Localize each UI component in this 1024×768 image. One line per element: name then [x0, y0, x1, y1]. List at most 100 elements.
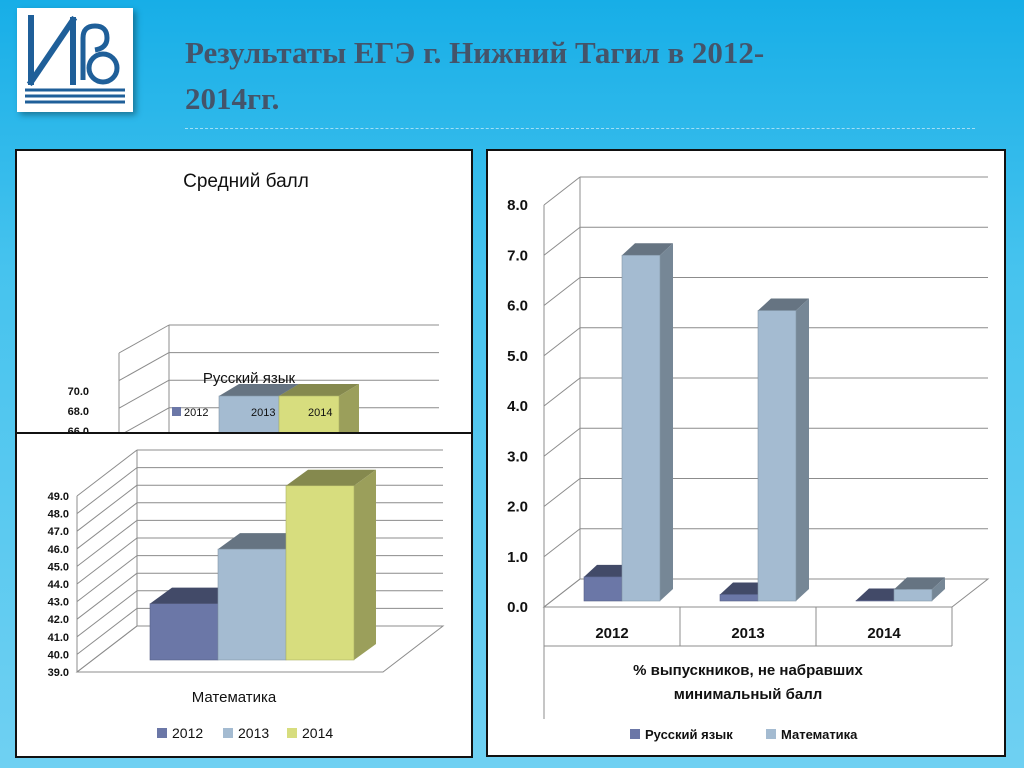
gridline-side: [76, 520, 138, 567]
gridline-side: [543, 226, 581, 256]
y-tick-label: 66.0: [68, 426, 89, 434]
y-tick-label: 46.0: [48, 544, 69, 556]
bar-Русский язык-2012: [583, 576, 623, 602]
chart-title-percent-line-1: % выпускников, не набравших: [633, 662, 863, 679]
bar-math-2014: [285, 485, 355, 661]
y-tick-label: 8.0: [507, 197, 528, 214]
chart-percent: 0.0 1.0 2.0 3.0 4.0 5.0 6.0 7.0 8.0 2012 2013 2014%…: [507, 176, 990, 742]
bar-Математика-2012-top: [622, 243, 673, 256]
bar-Математика-2012-side: [660, 243, 673, 601]
divider: [185, 128, 975, 129]
legend-swatch-Русский язык: [630, 729, 640, 739]
gridline-side: [76, 572, 138, 620]
page-title-line-1: Результаты ЕГЭ г. Нижний Тагил в 2012-: [185, 35, 765, 70]
y-tick-label: 44.0: [48, 579, 69, 591]
gridline-side: [118, 324, 170, 354]
bar-math-2014-top: [286, 469, 376, 486]
bar-russian-2013: [218, 395, 280, 432]
y-tick-label: 42.0: [48, 614, 69, 626]
bar-Математика-2013: [757, 310, 797, 602]
gridline-side: [543, 377, 581, 407]
y-tick-label: 39.0: [48, 667, 69, 679]
logo-icon: [25, 15, 125, 104]
bar-russian-2014-side: [339, 384, 359, 432]
y-tick-label: 6.0: [507, 298, 528, 315]
bar-math-2013: [217, 548, 287, 661]
y-tick-label: 0.0: [507, 599, 528, 616]
gridline-side: [543, 427, 581, 457]
bar-Математика-2014-top: [894, 577, 945, 590]
y-tick-label: 47.0: [48, 526, 69, 538]
y-tick-label: 2.0: [507, 499, 528, 516]
bar-Русский язык-2013: [719, 594, 759, 602]
chart-title-percent-line-2: минимальный балл: [674, 686, 823, 703]
legend-swatch-2012: [172, 407, 181, 416]
y-tick-label: 70.0: [68, 386, 89, 398]
legend-swatch-2012: [157, 728, 167, 738]
x-category-label: Математика: [192, 689, 277, 706]
legend-swatch-2014: [287, 728, 297, 738]
x-category-label: Русский язык: [203, 370, 296, 387]
chart-russian: Средний балл60.062.064.066.068.070.0Русс…: [68, 171, 439, 434]
y-tick-label: 4.0: [507, 398, 528, 415]
chart-title-russian: Средний балл: [183, 171, 309, 192]
gridline-side: [543, 478, 581, 507]
bar-Русский язык-2014: [855, 600, 895, 602]
page-title: Результаты ЕГЭ г. Нижний Тагил в 2012- 2…: [185, 30, 945, 122]
legend-label: 2014: [302, 725, 333, 741]
legend-label: 2014: [308, 407, 332, 419]
gridline-side: [124, 407, 170, 432]
floor: [75, 625, 445, 673]
chart-panel-russian: Средний балл60.062.064.066.068.070.0Русс…: [15, 149, 473, 434]
gridline-side: [76, 608, 138, 655]
legend-label: 2012: [172, 725, 203, 741]
y-tick-label: 68.0: [68, 406, 89, 418]
gridline-side: [76, 537, 138, 585]
gridline-side: [543, 176, 581, 206]
gridline-side: [76, 484, 138, 532]
legend-label: Русский язык: [645, 727, 733, 742]
legend-swatch-2013: [239, 407, 248, 416]
gridline-side: [543, 327, 581, 357]
legend-swatch-Математика: [766, 729, 776, 739]
chart-panel-percent: 0.0 1.0 2.0 3.0 4.0 5.0 6.0 7.0 8.0 2012 2013 2014%…: [486, 149, 1006, 757]
bar-math-2013-top: [218, 533, 308, 550]
gridline-side: [118, 379, 170, 409]
bar-russian-2014: [278, 395, 340, 432]
bar-Математика-2013-top: [758, 298, 809, 311]
bar-Математика-2013-side: [796, 298, 809, 601]
gridline-side: [76, 555, 138, 602]
logo: [17, 8, 133, 112]
gridline-side: [76, 449, 138, 497]
y-tick-label: 3.0: [507, 448, 528, 465]
chart-math: 39.0 40.0 41.0 42.0 43.0 44.0 45.0 46.0 47.0 48.0…: [48, 449, 445, 741]
bar-Математика-2014: [893, 589, 933, 602]
legend-label: 2013: [251, 407, 275, 419]
category-label: 2014: [867, 625, 901, 642]
page-title-line-2: 2014гг.: [185, 81, 280, 116]
legend-label: 2012: [184, 407, 208, 419]
bar-russian-2013-top: [219, 384, 299, 396]
gridline-side: [76, 467, 138, 514]
category-label: 2012: [595, 625, 628, 642]
legend-swatch-2014: [296, 407, 305, 416]
y-tick-label: 1.0: [507, 549, 528, 566]
legend-swatch-2013: [223, 728, 233, 738]
bar-math-2012-top: [150, 587, 240, 604]
bar-Математика-2014-side: [932, 577, 945, 601]
gridline-side: [118, 352, 170, 382]
legend-label: Математика: [781, 727, 858, 742]
y-tick-label: 49.0: [48, 491, 69, 503]
y-tick-label: 48.0: [48, 509, 69, 521]
bar-Математика-2012: [621, 254, 661, 602]
y-tick-label: 7.0: [507, 247, 528, 264]
category-label: 2013: [731, 625, 764, 642]
chart-panel-math: 39.0 40.0 41.0 42.0 43.0 44.0 45.0 46.0 47.0 48.0…: [15, 432, 473, 758]
y-tick-label: 41.0: [48, 632, 69, 644]
y-tick-label: 45.0: [48, 561, 69, 573]
gridline-side: [543, 277, 581, 306]
y-tick-label: 43.0: [48, 597, 69, 609]
bar-russian-2014-top: [279, 384, 359, 396]
gridline-side: [543, 528, 581, 558]
y-tick-label: 5.0: [507, 348, 528, 365]
